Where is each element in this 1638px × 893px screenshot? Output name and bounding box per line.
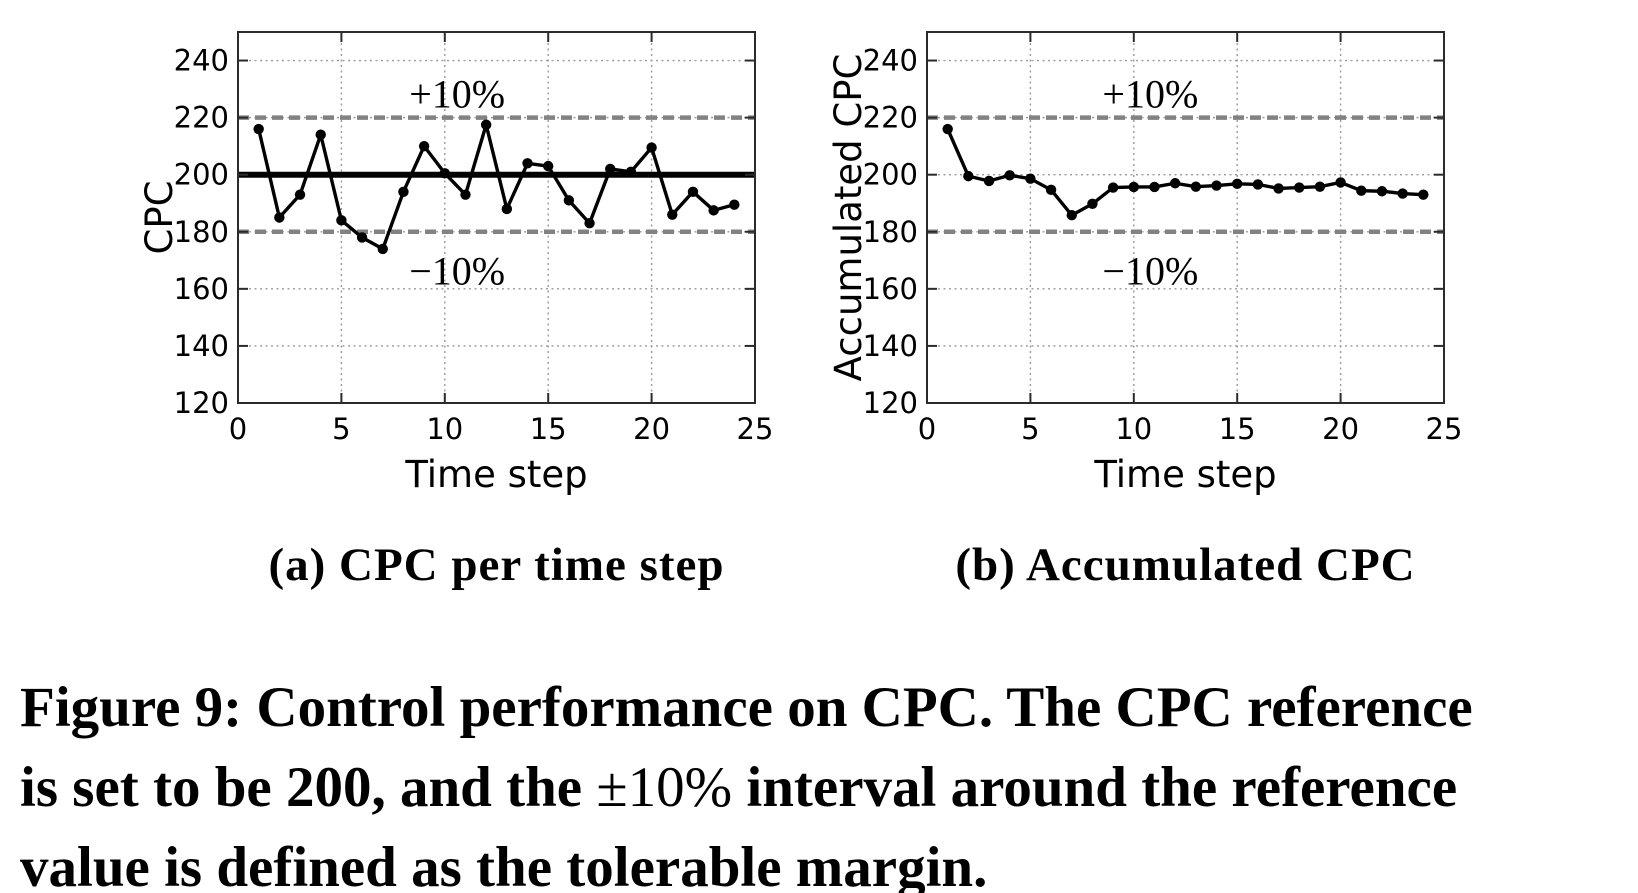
data-point <box>1004 170 1015 181</box>
caption-line-2-post: interval around the reference <box>732 756 1458 819</box>
caption-line-2-math: ±10% <box>596 756 733 819</box>
x-tick-label: 20 <box>1322 412 1359 446</box>
data-point <box>398 186 409 198</box>
y-tick-label: 120 <box>863 386 918 420</box>
x-tick-label: 5 <box>332 412 350 446</box>
data-point <box>1418 189 1429 200</box>
y-tick-label: 220 <box>863 101 918 135</box>
band-annotation: +10% <box>409 71 505 116</box>
data-point <box>1376 186 1388 197</box>
data-point <box>460 189 471 200</box>
y-axis-label: CPC <box>138 181 181 255</box>
x-tick-label: 0 <box>918 412 936 446</box>
data-point <box>1190 181 1202 192</box>
data-point <box>543 160 554 172</box>
data-line <box>946 128 1424 217</box>
data-point <box>687 186 699 198</box>
data-point <box>1252 179 1264 190</box>
x-tick-label: 15 <box>530 412 567 446</box>
x-tick-label: 15 <box>1219 412 1256 446</box>
data-point <box>1087 198 1098 210</box>
data-point <box>356 232 368 243</box>
data-point <box>729 199 740 210</box>
data-point <box>1397 188 1408 199</box>
x-axis-label: Time step <box>404 453 587 496</box>
data-point <box>646 142 657 153</box>
x-tick-label: 5 <box>1021 412 1039 446</box>
data-point <box>501 203 513 215</box>
data-point <box>377 243 388 255</box>
plot-spines <box>926 31 1445 404</box>
data-point <box>1169 178 1181 189</box>
band-annotation: −10% <box>1102 248 1198 293</box>
data-point <box>1066 210 1077 221</box>
y-tick-label: 240 <box>863 44 918 78</box>
data-point <box>439 168 450 179</box>
data-point <box>1128 181 1140 193</box>
data-point <box>625 166 637 178</box>
y-tick-label: 120 <box>174 386 229 420</box>
subcaption-a: (a) CPC per time step <box>268 539 725 591</box>
data-point <box>605 163 616 175</box>
x-tick-label: 10 <box>1115 412 1152 446</box>
data-point <box>983 175 995 187</box>
x-tick-label: 20 <box>633 412 670 446</box>
data-point <box>1211 180 1222 191</box>
data-point <box>1149 181 1160 193</box>
subcaption-b: (b) Accumulated CPC <box>955 539 1416 591</box>
data-point <box>708 205 719 216</box>
data-point <box>253 123 264 135</box>
y-tick-label: 240 <box>174 44 229 78</box>
data-point <box>480 119 492 130</box>
caption-line-3: value is defined as the tolerable margin… <box>20 836 988 893</box>
y-tick-label: 220 <box>174 101 229 135</box>
x-tick-label: 10 <box>426 412 463 446</box>
caption-line-2-pre: is set to be 200, and the <box>20 756 597 819</box>
data-point <box>294 189 306 200</box>
band-annotation: −10% <box>409 248 505 293</box>
band-annotation: +10% <box>1102 71 1198 116</box>
y-tick-label: 180 <box>863 215 918 249</box>
data-point <box>584 218 595 229</box>
data-point <box>1045 184 1057 196</box>
data-point <box>1335 177 1346 188</box>
data-point <box>1273 183 1284 194</box>
y-axis-label: Accumulated CPC <box>827 54 870 382</box>
data-point <box>1025 173 1036 184</box>
y-tick-label: 180 <box>174 215 229 249</box>
x-tick-label: 0 <box>229 412 247 446</box>
data-point <box>667 209 678 220</box>
caption-line-1: Figure 9: Control performance on CPC. Th… <box>20 676 1473 739</box>
data-point <box>1107 182 1119 193</box>
data-point <box>418 140 430 152</box>
y-tick-label: 200 <box>174 158 229 192</box>
chart-b: 120 140 160 180 200 220 240 0 5 10 15 20 25 Time step… <box>827 31 1463 496</box>
data-point <box>563 195 575 206</box>
x-tick-label: 25 <box>1426 412 1463 446</box>
data-point <box>274 212 285 223</box>
plot-spines <box>237 31 756 404</box>
caption-line-2: is set to be 200, and the ±10% interval … <box>20 748 1638 828</box>
x-tick-label: 25 <box>737 412 774 446</box>
data-point <box>942 123 953 135</box>
figure-caption: Figure 9: Control performance on CPC. Th… <box>20 668 1638 893</box>
x-axis-label: Time step <box>1093 453 1276 496</box>
y-tick-label: 160 <box>863 272 918 306</box>
data-point <box>1232 178 1243 190</box>
y-tick-label: 200 <box>863 158 918 192</box>
data-point <box>1294 182 1305 193</box>
y-tick-label: 140 <box>863 329 918 363</box>
data-point <box>1314 181 1326 192</box>
data-point <box>315 129 326 140</box>
data-point <box>963 170 974 182</box>
data-point <box>522 158 533 169</box>
data-point <box>1356 185 1367 196</box>
data-line <box>257 123 735 251</box>
data-point <box>336 215 347 226</box>
y-tick-label: 140 <box>174 329 229 363</box>
chart-a: 120 140 160 180 200 220 240 0 5 10 15 20 25 Time step… <box>138 31 774 496</box>
y-tick-label: 160 <box>174 272 229 306</box>
